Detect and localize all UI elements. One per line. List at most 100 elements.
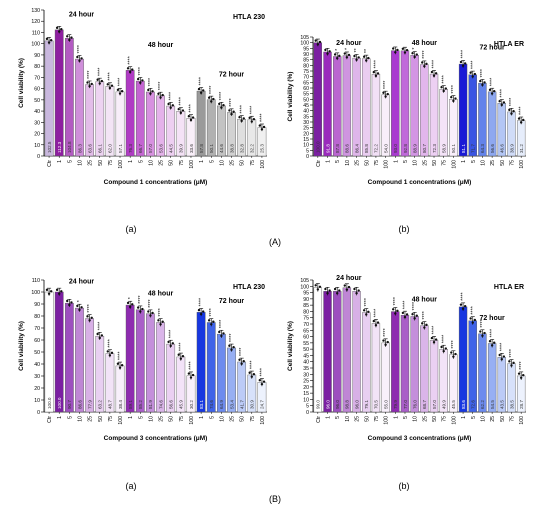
replicate-dot (517, 372, 521, 375)
significance-stars: **** (219, 91, 225, 100)
y-tick-label: 20 (34, 132, 40, 138)
replicate-dot (343, 52, 346, 55)
x-tick-label: 10 (219, 160, 225, 166)
panel-label-b-bottom: (b) (399, 481, 410, 491)
replicate-dot (167, 102, 170, 106)
replicate-dot (55, 26, 59, 30)
y-tick-label: 60 (34, 87, 40, 93)
group-label: 48 hour (412, 40, 438, 47)
x-tick-label: 1 (57, 416, 63, 419)
replicate-dot (338, 54, 341, 58)
significance-stars: **** (260, 367, 266, 376)
bar (44, 291, 54, 413)
significance-stars: **** (97, 321, 103, 330)
data-label: 53.6 (158, 144, 163, 153)
x-tick-label: 10 (480, 416, 486, 422)
replicate-dot (411, 312, 414, 316)
y-tick-label: 50 (303, 347, 309, 353)
replicate-dot (232, 346, 235, 349)
bar (156, 322, 165, 413)
significance-stars: **** (229, 97, 235, 106)
replicate-dot (220, 334, 223, 338)
data-label: 89.1 (128, 400, 133, 409)
data-label: 104.8 (67, 141, 72, 153)
replicate-dot (258, 379, 262, 382)
data-label: 38.4 (118, 400, 123, 409)
replicate-dot (423, 326, 426, 329)
replicate-dot (338, 289, 341, 292)
replicate-dot (248, 371, 251, 374)
significance-stars: **** (490, 77, 496, 86)
significance-stars: **** (374, 308, 380, 317)
replicate-dot (139, 81, 142, 84)
replicate-dot (463, 304, 467, 308)
y-tick-label: 60 (34, 338, 40, 344)
bar (391, 311, 400, 413)
replicate-dot (452, 99, 455, 103)
replicate-dot (60, 28, 63, 31)
x-tick-label: 75 (442, 416, 448, 422)
significance-stars: **** (519, 106, 525, 115)
replicate-dot (413, 55, 416, 59)
x-tick-label: 1 (199, 160, 205, 163)
bar (323, 291, 332, 413)
replicate-dot (90, 316, 93, 319)
bar (429, 73, 439, 157)
y-tick-label: 110 (32, 30, 40, 36)
significance-stars: **** (158, 81, 164, 90)
replicate-dot (347, 53, 351, 57)
x-tick-label: 1 (128, 160, 134, 163)
replicate-dot (260, 382, 264, 386)
replicate-dot (250, 120, 253, 123)
replicate-dot (141, 79, 144, 82)
x-tick-label: 50 (432, 160, 438, 166)
y-tick-label: 30 (303, 120, 309, 126)
data-label: 57.8 (199, 144, 204, 153)
replicate-dot (328, 50, 331, 53)
significance-stars: **** (480, 68, 486, 77)
data-label: 46.6 (500, 144, 505, 153)
replicate-dot (316, 288, 320, 291)
replicate-dot (522, 373, 525, 377)
replicate-dot (355, 292, 358, 295)
replicate-dot (384, 95, 387, 98)
replicate-dot (47, 41, 51, 44)
replicate-dot (374, 324, 378, 327)
replicate-dot (365, 59, 368, 62)
replicate-dot (333, 53, 337, 56)
replicate-dot (365, 313, 368, 316)
replicate-dot (136, 77, 140, 81)
replicate-dot (461, 64, 465, 67)
data-label: 72.6 (471, 400, 476, 409)
data-label: 57.0 (148, 144, 153, 153)
significance-stars: **** (219, 319, 225, 328)
replicate-dot (78, 308, 81, 312)
y-tick-label: 35 (303, 366, 309, 372)
replicate-dot (336, 292, 339, 295)
replicate-dot (45, 37, 49, 41)
replicate-dot (187, 372, 191, 375)
replicate-dot (396, 309, 399, 312)
data-label: 71.7 (471, 144, 476, 153)
replicate-dot (262, 125, 266, 129)
x-tick-label: 50 (364, 160, 370, 166)
y-tick-label: 70 (303, 75, 309, 81)
replicate-dot (49, 39, 53, 42)
group-label: 72 hour (219, 71, 245, 78)
y-tick-label: 130 (31, 8, 40, 14)
replicate-dot (318, 40, 322, 44)
data-label: 64.9 (219, 400, 224, 409)
replicate-dot (384, 343, 387, 346)
data-label: 80.7 (422, 144, 427, 153)
x-tick-label: 75 (179, 160, 185, 166)
replicate-dot (517, 117, 521, 120)
replicate-dot (66, 299, 69, 303)
replicate-dot (90, 82, 93, 86)
data-label: 54.0 (383, 144, 388, 153)
data-label: 88.6 (345, 144, 350, 153)
data-label: 79.9 (393, 400, 398, 409)
significance-stars: **** (107, 71, 113, 80)
bar (371, 73, 381, 157)
replicate-dot (177, 107, 180, 111)
group-label: 48 hour (148, 291, 174, 298)
